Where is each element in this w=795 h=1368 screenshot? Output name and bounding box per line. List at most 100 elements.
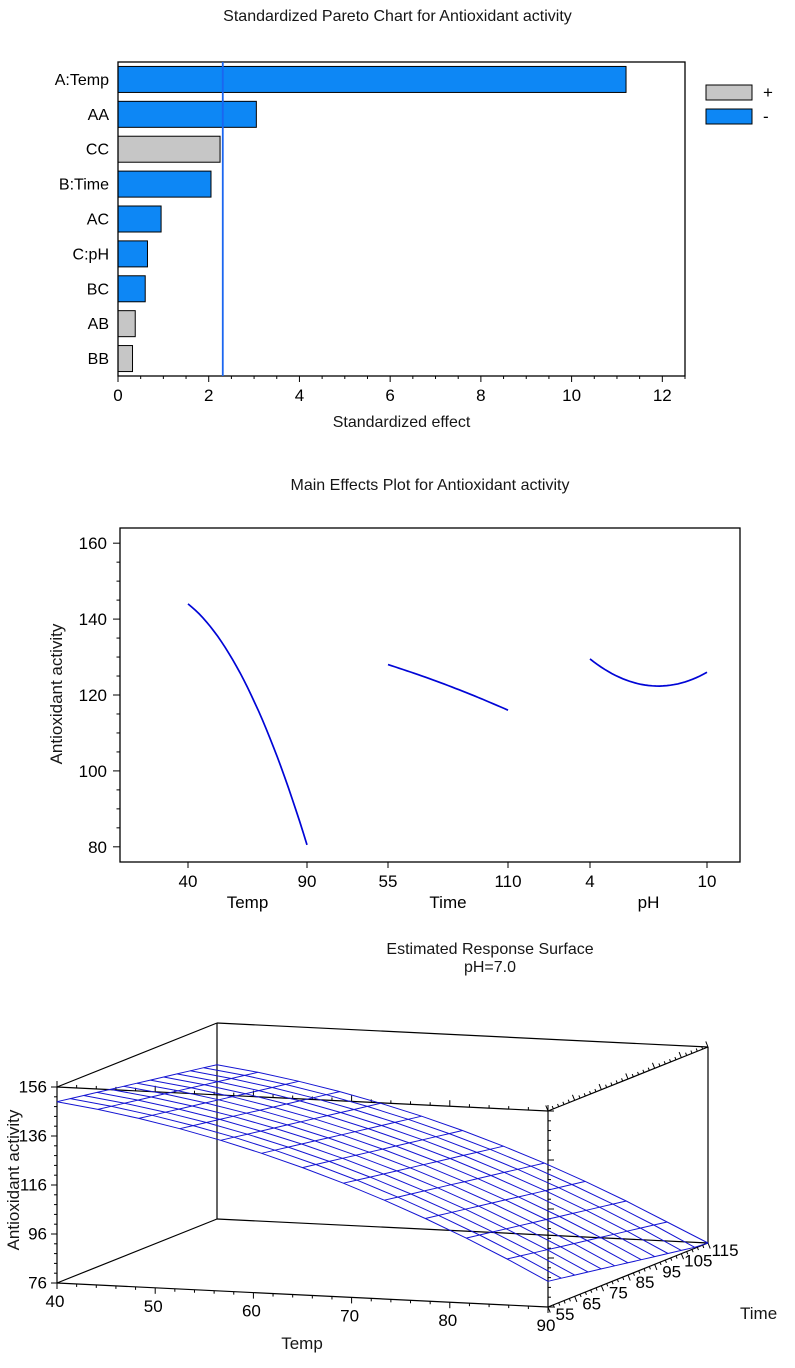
surface-time-tick: [695, 1048, 698, 1052]
surface-box-edge: [56, 1282, 549, 1308]
surface-time-tick: [691, 1249, 694, 1253]
surface-time-tick-label: 75: [609, 1284, 628, 1303]
pareto-x-tick-label: 2: [204, 386, 213, 405]
surface-mesh-line: [56, 1101, 549, 1282]
surface-time-tick: [690, 1050, 693, 1054]
surface-temp-tick-label: 50: [144, 1297, 163, 1316]
surface-time-tick: [583, 1093, 586, 1097]
main-effects-x-tick-label: 90: [298, 872, 317, 891]
pareto-x-tick-label: 4: [295, 386, 304, 405]
pareto-x-tick-label: 8: [476, 386, 485, 405]
surface-time-tick: [674, 1056, 677, 1060]
main-effects-y-tick-label: 120: [79, 686, 107, 705]
surface-mesh-line: [123, 1085, 615, 1267]
surface-z-tick-label: 96: [28, 1225, 47, 1244]
surface-mesh-line: [136, 1082, 629, 1264]
surface-time-tick-label: 105: [684, 1252, 712, 1271]
legend-swatch: [705, 84, 753, 101]
surface-z-tick-label: 136: [19, 1127, 47, 1146]
main-effects-curve: [387, 663, 509, 711]
pareto-category-label: BB: [88, 351, 109, 368]
pareto-bar: [117, 170, 212, 198]
surface-time-tick: [659, 1262, 662, 1266]
pareto-category-label: CC: [86, 142, 109, 159]
surface-time-tick: [579, 1294, 582, 1298]
surface-time-tick: [696, 1247, 699, 1251]
pareto-category-label: AB: [88, 316, 109, 333]
surface-time-tick: [664, 1259, 667, 1264]
surface-mesh-line: [203, 1067, 695, 1248]
surface-time-tick: [638, 1270, 641, 1274]
surface-time-tick: [551, 1105, 554, 1110]
surface-time-tick: [584, 1291, 587, 1296]
surface-time-tick: [658, 1063, 661, 1067]
surface-time-tick: [701, 1046, 704, 1050]
surface-mesh-line: [70, 1098, 562, 1279]
surface-box-edge: [216, 1022, 709, 1048]
surface-time-tick: [595, 1287, 598, 1291]
surface-time-tick: [594, 1088, 597, 1092]
pareto-category-label: C:pH: [73, 246, 109, 263]
surface-time-tick: [647, 1067, 650, 1071]
pareto-x-tick-label: 6: [385, 386, 394, 405]
main-effects-x-tick-label: 10: [698, 872, 717, 891]
surface-time-tick: [631, 1073, 634, 1078]
surface-time-tick-label: 95: [662, 1262, 681, 1281]
surface-time-tick: [552, 1304, 555, 1308]
pareto-bar: [117, 65, 627, 93]
surface-box-edge: [56, 1022, 218, 1088]
surface-time-tick: [590, 1289, 593, 1293]
surface-time-tick: [616, 1279, 619, 1283]
surface-title: Estimated Response Surface: [386, 941, 594, 958]
surface-time-tick: [589, 1090, 592, 1095]
pareto-x-tick-label: 12: [653, 386, 672, 405]
surface-time-tick: [686, 1251, 689, 1255]
pareto-frame: [117, 61, 686, 377]
main-effects-y-tick-label: 100: [79, 762, 107, 781]
surface-mesh-line: [150, 1079, 642, 1261]
surface-box-edge: [56, 1086, 549, 1112]
surface-time-tick: [621, 1078, 624, 1082]
surface-time-tick: [568, 1298, 571, 1302]
surface-mesh-line: [163, 1076, 655, 1258]
surface-time-tick: [643, 1268, 646, 1272]
main-effects-x-tick-label: 110: [494, 872, 521, 891]
surface-time-tick: [605, 1084, 608, 1088]
surface-time-tick: [606, 1283, 609, 1287]
main-effects-x-tick-label: 40: [179, 872, 198, 891]
surface-time-tick: [571, 1094, 576, 1101]
surface-time-tick: [637, 1071, 640, 1075]
pareto-category-label: BC: [87, 281, 109, 298]
main-effects-title: Main Effects Plot for Antioxidant activi…: [290, 477, 570, 494]
surface-temp-tick-label: 40: [46, 1292, 65, 1311]
surface-time-tick: [648, 1266, 651, 1270]
pareto-bar: [117, 345, 134, 373]
surface-box-edge: [216, 1218, 709, 1244]
surface-time-tick: [558, 1302, 561, 1306]
surface-z-axis-title: Antioxidant activity: [4, 1109, 23, 1251]
main-effects-y-tick-label: 140: [79, 610, 107, 629]
surface-time-tick: [685, 1052, 688, 1056]
surface-time-tick: [610, 1082, 613, 1086]
surface-time-tick: [707, 1242, 711, 1249]
surface-temp-tick-label: 90: [537, 1316, 556, 1335]
surface-time-tick: [563, 1300, 566, 1304]
pareto-category-label: B:Time: [59, 177, 109, 194]
surface-time-tick: [669, 1058, 672, 1063]
surface-mesh-line: [216, 1064, 709, 1244]
surface-time-tick: [632, 1272, 635, 1276]
main-effects-y-tick-label: 80: [88, 838, 107, 857]
pareto-x-axis-title: Standardized effect: [332, 414, 471, 431]
surface-mesh-line: [96, 1091, 589, 1273]
surface-temp-tick-label: 80: [438, 1311, 457, 1330]
surface-time-tick: [622, 1276, 625, 1281]
surface-time-tick: [654, 1264, 658, 1271]
surface-time-tick: [545, 1105, 549, 1112]
main-effects-curve: [589, 658, 708, 687]
surface-time-tick: [625, 1073, 629, 1080]
main-effects-y-axis-title: Antioxidant activity: [47, 623, 66, 765]
surface-time-tick: [678, 1051, 682, 1058]
surface-z-tick-label: 116: [20, 1176, 47, 1195]
surface-subtitle: pH=7.0: [463, 959, 517, 976]
surface-time-tick-label: 55: [556, 1305, 575, 1324]
